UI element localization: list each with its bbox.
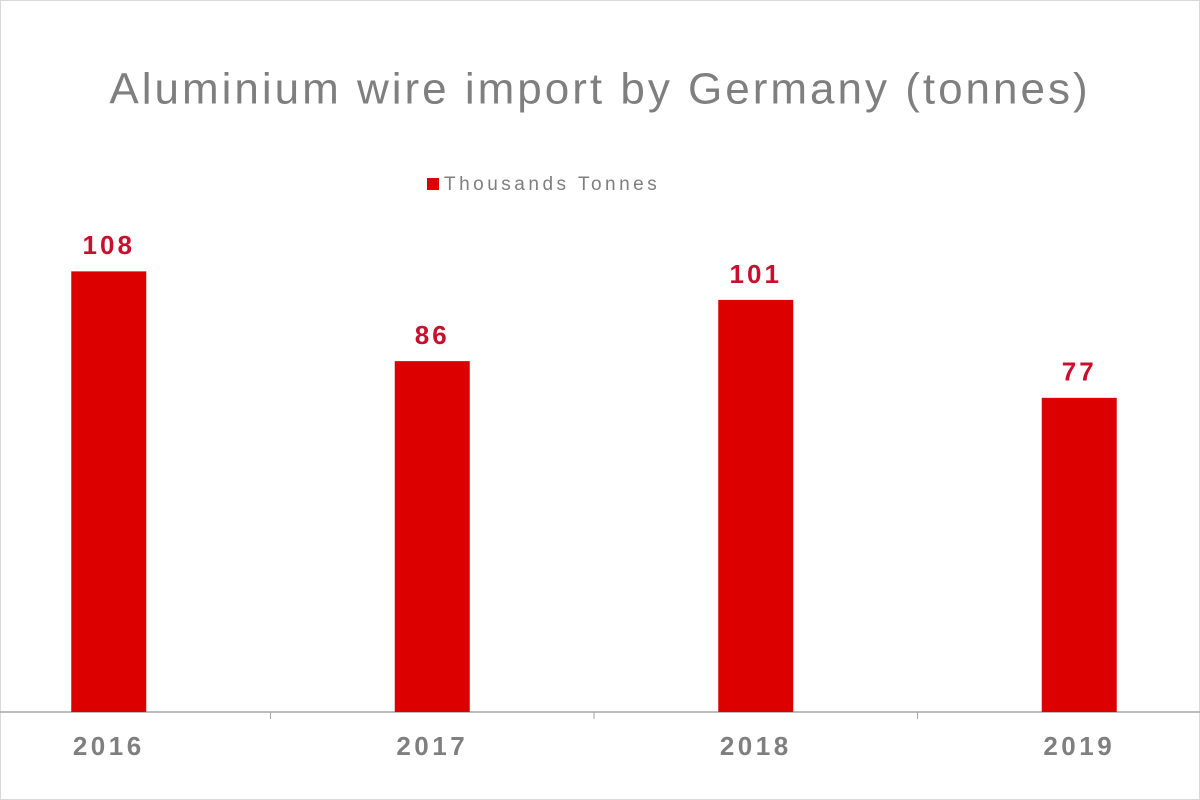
- bar: [394, 361, 470, 712]
- bar: [71, 271, 147, 712]
- chart-title: Aluminium wire import by Germany (tonnes…: [109, 65, 1090, 114]
- legend-label: Thousands Tonnes: [444, 174, 660, 195]
- bar: [718, 299, 794, 712]
- x-tick-label: 2018: [720, 731, 792, 761]
- x-tick-label: 2019: [1043, 731, 1115, 761]
- data-label: 77: [1062, 357, 1097, 387]
- legend-marker: [427, 178, 439, 190]
- data-label: 101: [730, 259, 782, 289]
- data-label: 86: [415, 320, 450, 350]
- data-label: 108: [83, 230, 135, 260]
- x-tick-label: 2017: [396, 731, 468, 761]
- bar: [1041, 397, 1117, 712]
- x-tick-label: 2016: [73, 731, 145, 761]
